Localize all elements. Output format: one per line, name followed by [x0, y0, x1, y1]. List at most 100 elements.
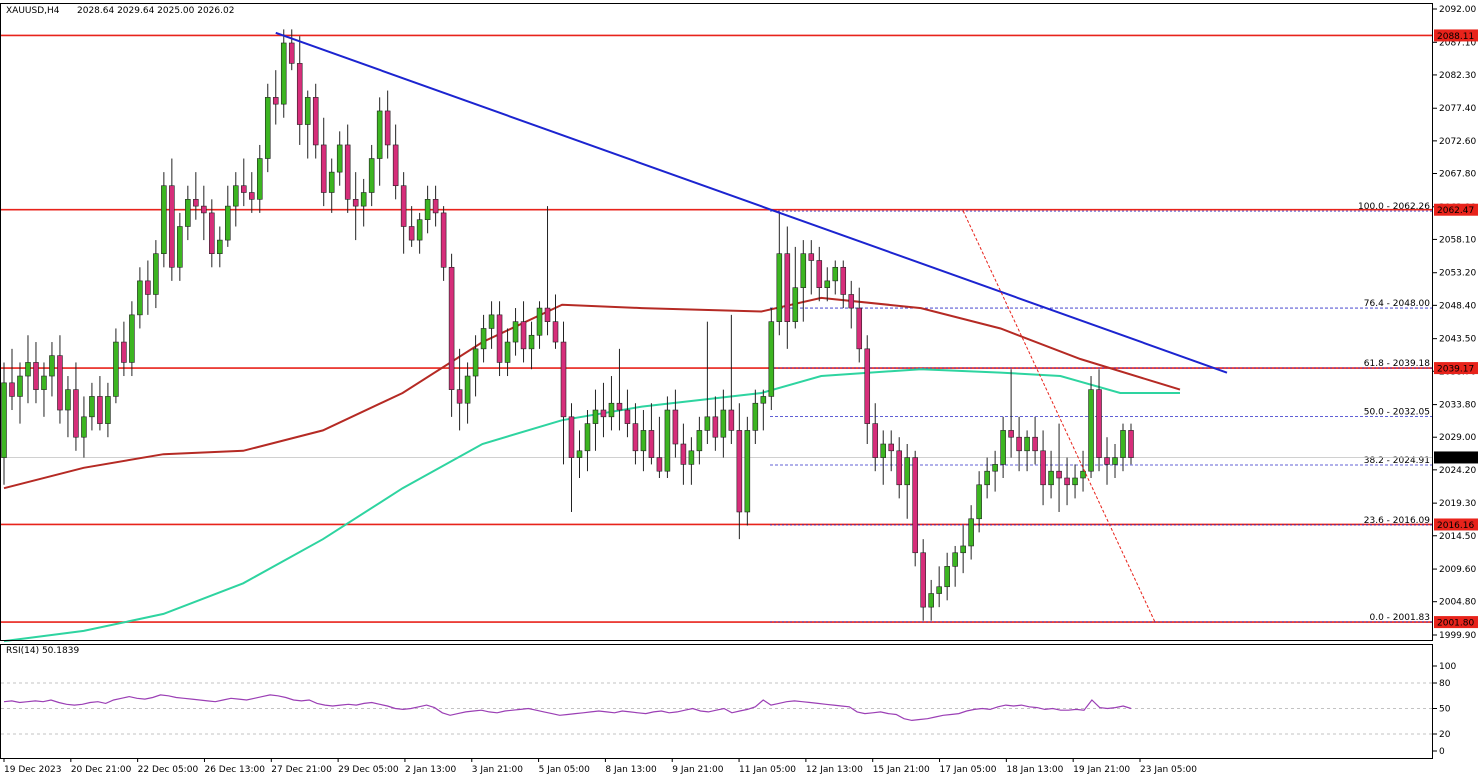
candle-body: [608, 402, 615, 418]
candle-body: [992, 464, 998, 472]
candle-body: [664, 409, 671, 472]
candle-body: [800, 253, 807, 288]
candle-body: [728, 409, 735, 431]
candle-body: [1008, 430, 1014, 438]
candle-body: [328, 171, 335, 193]
candle-body: [544, 307, 551, 322]
candle-body: [816, 260, 823, 288]
time-tick-label: 9 Jan 21:00: [672, 765, 724, 775]
candle-body: [432, 199, 439, 214]
rsi-tick-label: 20: [1439, 730, 1451, 740]
candle-body: [464, 375, 471, 404]
candle-body: [584, 423, 591, 452]
level-price-tag: [1434, 362, 1478, 375]
candle-body: [784, 253, 791, 322]
candle-body: [552, 321, 559, 343]
candle-body: [736, 430, 743, 513]
last-price-tag-label: 2026.02: [1437, 454, 1474, 464]
candle-body: [536, 307, 543, 336]
candle-body: [153, 253, 159, 295]
candle-body: [1048, 470, 1054, 486]
candle-body: [145, 280, 151, 295]
candle-body: [25, 362, 31, 377]
candle-body: [840, 266, 847, 295]
candle-body: [624, 409, 631, 424]
price-pane: 100.0 - 2062.26 76.4 - 2048.00 61.8 - 2039…: [1, 29, 1433, 643]
candle-body: [33, 362, 39, 390]
candle-body: [1024, 436, 1030, 452]
rsi-line: [3, 694, 1132, 722]
level-price-tag-label: 2088.11: [1437, 32, 1474, 42]
candle-body: [1016, 436, 1022, 452]
candle-body: [137, 280, 143, 316]
candle-body: [1080, 470, 1086, 479]
price-tick-label: 1999.90: [1439, 631, 1476, 641]
candle-body: [712, 416, 719, 438]
candle-body: [272, 97, 279, 105]
candle-body: [121, 341, 127, 363]
candle-body: [984, 470, 990, 486]
candle-body: [560, 341, 567, 418]
price-tick-label: 2092.00: [1439, 5, 1476, 15]
candle-body: [944, 566, 950, 588]
rsi-pane: [1, 682, 1433, 735]
candle-body: [480, 328, 487, 350]
candle-body: [368, 158, 375, 193]
rsi-tick-label: 0: [1439, 747, 1445, 757]
fibonacci-level-label: 61.8 - 2039.18: [1364, 359, 1430, 369]
candle-body: [1120, 430, 1126, 458]
candle-body: [105, 396, 111, 424]
candle-body: [600, 409, 607, 418]
time-tick-label: 27 Dec 21:00: [271, 765, 332, 775]
time-tick-label: 12 Jan 13:00: [806, 765, 863, 775]
time-tick-label: 18 Jan 13:00: [1006, 765, 1063, 775]
candle-body: [928, 593, 934, 608]
candle-body: [376, 110, 383, 159]
time-tick-label: 2 Jan 13:00: [405, 765, 457, 775]
candle-body: [576, 450, 583, 458]
time-tick-label: 15 Jan 21:00: [873, 765, 930, 775]
symbol-header: XAUUSD,H4: [6, 6, 60, 16]
candle-body: [336, 144, 343, 173]
price-tick-label: 2019.30: [1439, 499, 1476, 509]
candle-body: [264, 97, 271, 159]
candle-body: [1032, 436, 1038, 452]
candle-body: [640, 430, 647, 452]
candle-body: [9, 382, 15, 397]
level-price-tag-label: 2016.16: [1437, 521, 1474, 531]
time-tick-label: 3 Jan 21:00: [472, 765, 524, 775]
candle-body: [672, 409, 679, 445]
candle-body: [824, 280, 831, 288]
candle-body: [1000, 430, 1006, 465]
candle-body: [296, 63, 303, 125]
candle-body: [57, 355, 63, 411]
candle-body: [968, 518, 974, 547]
time-tick-label: 23 Jan 05:00: [1140, 765, 1197, 775]
candle-body: [616, 402, 623, 411]
price-tick-label: 2087.10: [1439, 38, 1476, 48]
candle-body: [760, 396, 767, 404]
candle-body: [720, 409, 727, 438]
candle-body: [520, 321, 527, 350]
candle-body: [185, 199, 191, 227]
candle-body: [41, 375, 47, 390]
fibonacci-level-label: 76.4 - 2048.00: [1364, 299, 1430, 309]
candle-body: [592, 409, 599, 424]
candle-body: [976, 484, 982, 520]
price-pane-border: [0, 3, 1433, 641]
slow-moving-average-line: [3, 296, 1181, 490]
candle-body: [392, 144, 399, 187]
candle-body: [177, 226, 183, 268]
candle-body: [472, 348, 479, 377]
candle-body: [352, 199, 359, 207]
candle-body: [1, 382, 7, 458]
candle-body: [320, 144, 327, 193]
candle-body: [456, 389, 463, 404]
candle-body: [1056, 470, 1062, 479]
axes: 2092.00 2087.10 2082.30 2077.40 2072.60 2067.…: [0, 3, 1478, 775]
level-price-tag-label: 2039.17: [1437, 365, 1474, 375]
candle-body: [1088, 389, 1094, 472]
price-tick-label: 2072.60: [1439, 137, 1476, 147]
time-tick-label: 5 Jan 05:00: [539, 765, 591, 775]
